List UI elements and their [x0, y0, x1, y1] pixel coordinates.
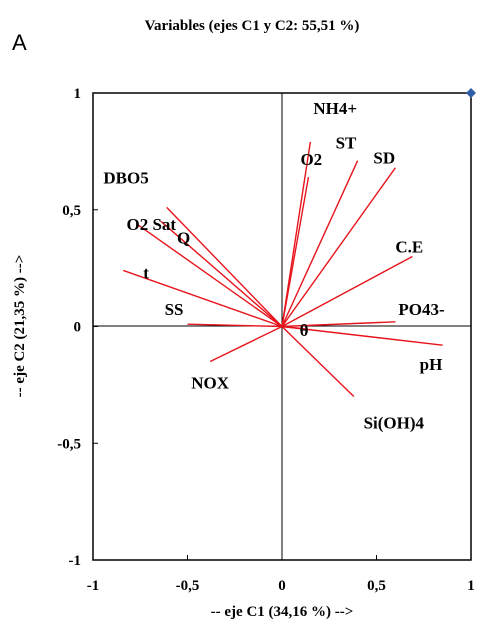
y-ticks: -1 -0,5 0 0,5 1 — [57, 86, 98, 569]
vector-line — [187, 323, 283, 328]
x-tick-label: 1 — [467, 578, 475, 594]
vector-label: ST — [336, 134, 357, 153]
vector-label: PO43- — [398, 300, 445, 319]
panel-label: A — [12, 30, 27, 55]
vector-label: O2 — [300, 150, 322, 169]
chart-title: Variables (ejes C1 y C2: 55,51 %) — [145, 18, 360, 34]
vector-label: t — [143, 263, 149, 282]
vector-label: θ — [300, 321, 309, 340]
vector-label: C.E — [395, 237, 423, 256]
vector-line — [281, 167, 396, 327]
vector-line — [281, 325, 355, 398]
x-tick-label: 0,5 — [367, 578, 386, 594]
vector-label: SD — [373, 149, 395, 168]
y-tick-label: -1 — [69, 553, 82, 569]
marker-layer — [466, 88, 476, 98]
x-tick-label: -1 — [87, 578, 100, 594]
y-axis-label: -- eje C2 (21,35 %) --> — [12, 255, 28, 398]
x-tick-label: 0 — [278, 578, 286, 594]
vector-line — [281, 141, 312, 327]
vector-label: Q — [177, 228, 190, 247]
vector-line — [209, 325, 283, 363]
x-axis-label: -- eje C1 (34,16 %) --> — [211, 604, 354, 620]
vector-line — [281, 325, 443, 346]
x-ticks: -1 -0,5 0 0,5 1 — [87, 555, 475, 594]
vector-line — [281, 160, 359, 327]
y-tick-label: -0,5 — [57, 436, 81, 452]
vector-line — [123, 269, 283, 328]
vector-label: NOX — [191, 374, 230, 393]
diamond-marker — [466, 88, 476, 98]
vector-label: SS — [165, 300, 184, 319]
vector-label: Si(OH)4 — [364, 414, 425, 433]
vector-line — [281, 255, 413, 328]
vector-line — [160, 220, 283, 328]
vector-line — [281, 321, 396, 328]
vector-label: O2 Sat — [126, 215, 176, 234]
y-tick-label: 0,5 — [62, 203, 81, 219]
vector-line — [136, 223, 283, 328]
loading-vectors — [123, 141, 443, 398]
vector-label: pH — [420, 355, 443, 374]
vector-line — [281, 176, 310, 327]
vector-line — [166, 206, 283, 327]
y-tick-label: 0 — [74, 320, 82, 336]
vector-label: DBO5 — [103, 168, 148, 187]
y-tick-label: 1 — [74, 86, 82, 102]
vector-label: NH4+ — [313, 99, 357, 118]
x-tick-label: -0,5 — [176, 578, 200, 594]
